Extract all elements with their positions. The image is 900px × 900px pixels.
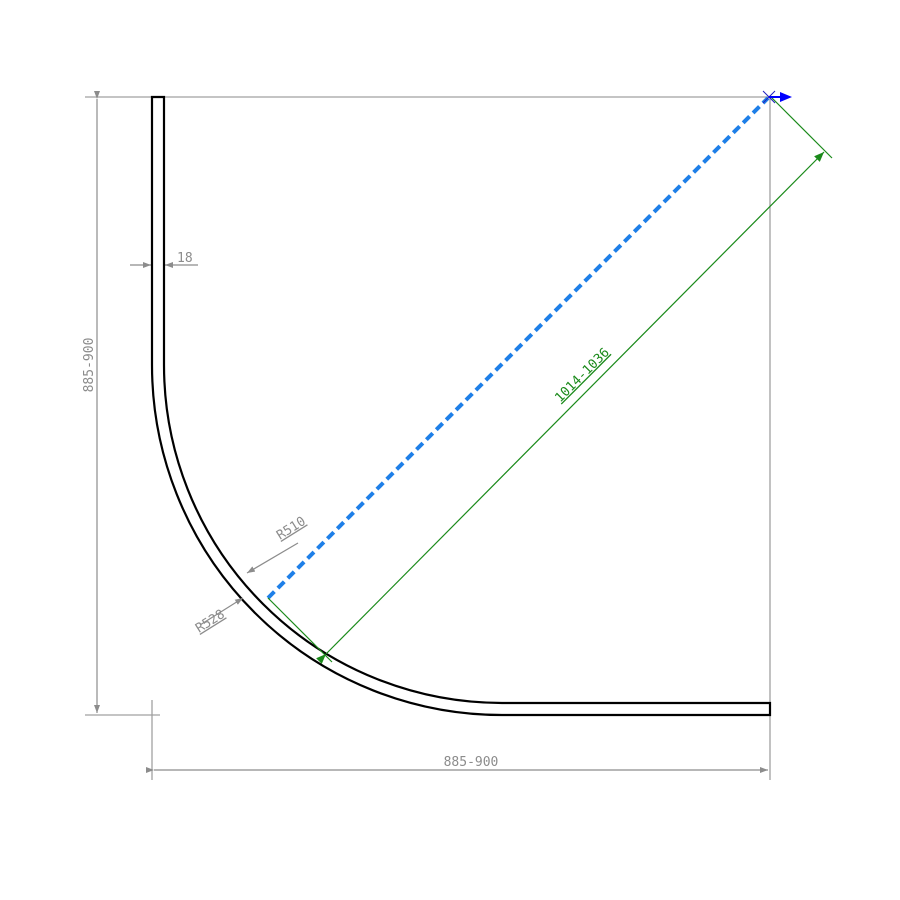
inner-radius-label: R510 xyxy=(274,514,309,543)
dashed-diagonal-line xyxy=(266,96,770,600)
thickness-label: 18 xyxy=(177,251,193,266)
width-dimension: 885-900 xyxy=(146,755,768,773)
origin-marker-icon xyxy=(762,90,792,104)
height-dimension: 885-900 xyxy=(82,91,100,713)
width-label: 885-900 xyxy=(444,755,499,770)
thickness-dimension: 18 xyxy=(130,251,198,268)
diagonal-dimension: 1014-1036 xyxy=(267,95,833,664)
height-label: 885-900 xyxy=(82,338,97,393)
outer-radius-leader: R528 xyxy=(193,597,244,636)
shower-tray-profile xyxy=(150,95,772,717)
diagonal-label: 1014-1036 xyxy=(552,345,612,405)
